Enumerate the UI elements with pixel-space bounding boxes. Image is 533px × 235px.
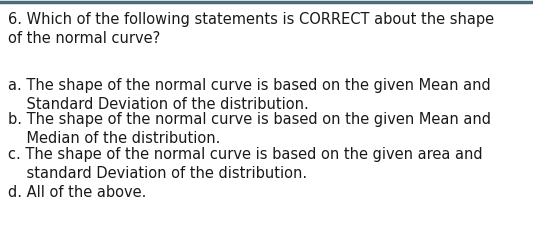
- Text: a. The shape of the normal curve is based on the given Mean and
    Standard Dev: a. The shape of the normal curve is base…: [8, 78, 491, 112]
- Text: c. The shape of the normal curve is based on the given area and
    standard Dev: c. The shape of the normal curve is base…: [8, 147, 482, 181]
- Text: b. The shape of the normal curve is based on the given Mean and
    Median of th: b. The shape of the normal curve is base…: [8, 112, 491, 146]
- Text: d. All of the above.: d. All of the above.: [8, 185, 147, 200]
- Text: 6. Which of the following statements is CORRECT about the shape
of the normal cu: 6. Which of the following statements is …: [8, 12, 494, 46]
